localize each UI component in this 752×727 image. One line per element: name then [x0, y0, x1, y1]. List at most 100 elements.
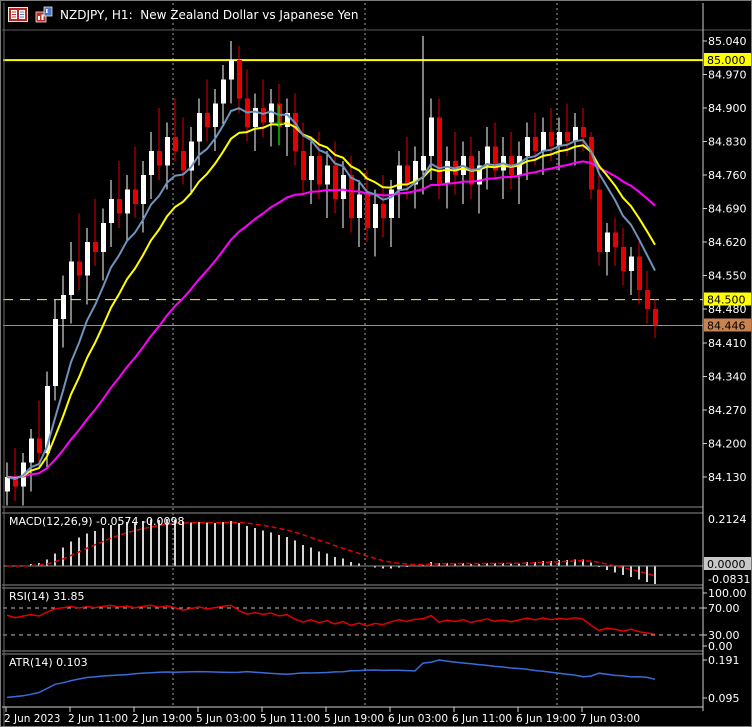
- candle: [525, 122, 530, 180]
- candle: [213, 88, 218, 152]
- candle: [485, 127, 490, 190]
- candle: [381, 175, 386, 238]
- price-tick-label: 84.620: [708, 236, 747, 249]
- ma-medium-line: [6, 122, 656, 480]
- macd-zero-label: 0.0000: [707, 558, 746, 571]
- atr-axis-label: 0.191: [708, 654, 740, 667]
- candle: [365, 170, 370, 243]
- macd-zero-label-box: [704, 557, 751, 570]
- candle: [437, 98, 442, 200]
- price-tick-label: 84.480: [708, 303, 747, 316]
- candles-layer: [5, 36, 658, 506]
- price-tick-label: 84.900: [708, 102, 747, 115]
- candle: [293, 93, 298, 166]
- price-tick-label: 84.200: [708, 437, 747, 450]
- candle: [501, 136, 506, 200]
- candle: [205, 79, 210, 142]
- time-tick-label: 7 Jun 03:00: [580, 713, 640, 725]
- candle: [101, 208, 106, 281]
- candle: [37, 400, 42, 468]
- macd-axis-label: 0.2124: [708, 513, 747, 526]
- candle: [493, 122, 498, 180]
- candle: [453, 132, 458, 195]
- candle: [229, 41, 234, 104]
- candle: [597, 170, 602, 267]
- ma-fast-line: [6, 107, 656, 480]
- price-tick-label: 84.550: [708, 270, 747, 283]
- price-highlight-label: [704, 53, 751, 67]
- chart-title: NZDJPY, H1: New Zealand Dollar vs Japane…: [60, 7, 359, 22]
- candle: [157, 108, 162, 180]
- time-tick-label: 6 Jun 19:00: [516, 713, 576, 725]
- price-levels-layer: [3, 59, 703, 327]
- trade-marker: [274, 105, 284, 146]
- candle: [221, 64, 226, 128]
- time-axis[interactable]: 2 Jun 2023 2 Jun 11:00 2 Jun 19:00 5 Jun 03…: [2, 706, 703, 725]
- candle: [613, 218, 618, 267]
- price-highlight-label: [704, 292, 751, 306]
- price-tick-label: 84.970: [708, 69, 747, 82]
- price-tick-label: 84.410: [708, 337, 747, 350]
- candle: [645, 270, 650, 324]
- candle: [653, 299, 658, 338]
- candle: [13, 448, 18, 501]
- candle: [629, 246, 634, 295]
- time-tick-label: 2 Jun 11:00: [68, 713, 128, 725]
- candle: [469, 136, 474, 200]
- candle: [461, 141, 466, 204]
- candle: [357, 179, 362, 247]
- candle: [93, 199, 98, 267]
- rsi-axis-label: 100.00: [708, 587, 747, 600]
- candle: [173, 98, 178, 161]
- candle: [117, 160, 122, 228]
- candle: [325, 151, 330, 219]
- ma-slow-line: [6, 160, 656, 479]
- rsi-line: [6, 604, 656, 635]
- moving-averages-layer: [6, 107, 656, 480]
- candle: [29, 428, 34, 492]
- time-tick-label: 5 Jun 03:00: [196, 713, 256, 725]
- price-highlight-text: 84.500: [707, 294, 746, 307]
- price-highlight-text: 84.446: [707, 320, 746, 333]
- candle: [69, 242, 74, 324]
- candle: [309, 141, 314, 204]
- candle: [269, 88, 274, 147]
- candle: [341, 160, 346, 228]
- candle: [45, 371, 50, 468]
- candle: [149, 132, 154, 200]
- price-tick-label: 84.760: [708, 169, 747, 182]
- rsi-axis-label: 0.00: [708, 640, 733, 653]
- candle: [253, 93, 258, 152]
- candle: [557, 117, 562, 171]
- macd-indicator-label: MACD(12,26,9) -0.0574 -0.0098: [9, 515, 185, 528]
- atr-axis-label: 0.095: [708, 692, 740, 705]
- price-tick-label: 84.340: [708, 370, 747, 383]
- atr-line: [6, 659, 656, 699]
- candle: [21, 452, 26, 506]
- candle: [189, 127, 194, 195]
- candle: [565, 103, 570, 156]
- price-axis[interactable]: 85.040 84.970 84.900 84.830 84.760 84.690 84.6…: [702, 3, 752, 711]
- rsi-axis-label: 70.00: [708, 602, 740, 615]
- time-tick-label: 6 Jun 11:00: [452, 713, 512, 725]
- price-tick-label: 84.830: [708, 136, 747, 149]
- candle: [477, 151, 482, 214]
- price-tick-label: 84.130: [708, 471, 747, 484]
- price-tick-label: 84.270: [708, 404, 747, 417]
- pane-separators[interactable]: [2, 3, 752, 726]
- candle: [349, 155, 354, 233]
- candle: [517, 141, 522, 204]
- price-highlight-label: [704, 318, 751, 332]
- macd-histogram: [3, 519, 703, 584]
- time-tick-label: 2 Jun 19:00: [132, 713, 192, 725]
- time-tick-label: 6 Jun 03:00: [388, 713, 448, 725]
- accounts-book-icon: [8, 6, 28, 23]
- macd-signal-line: [6, 521, 656, 577]
- macd-axis-label: -0.0831: [708, 573, 750, 586]
- time-tick-label: 2 Jun 2023: [4, 713, 60, 725]
- candle: [53, 299, 58, 401]
- candle: [5, 462, 10, 506]
- rsi-levels: [3, 607, 703, 636]
- rsi-axis-label: 30.00: [708, 629, 740, 642]
